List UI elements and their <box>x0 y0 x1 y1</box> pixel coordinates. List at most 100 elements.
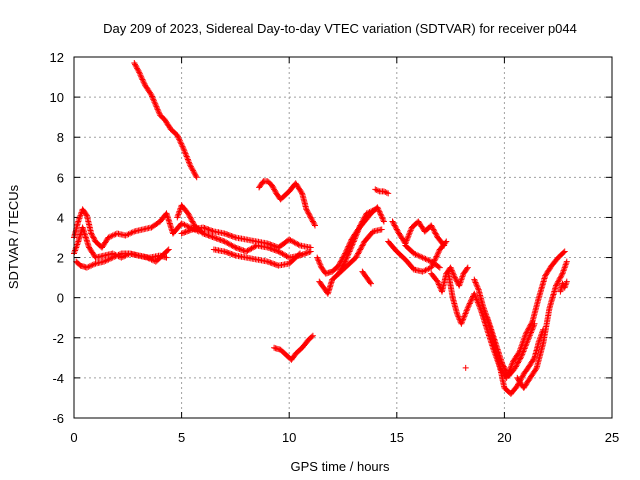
data-point <box>462 310 469 317</box>
data-point <box>185 210 192 217</box>
data-point <box>115 251 122 258</box>
data-point <box>111 253 118 260</box>
data-point <box>375 205 382 212</box>
data-point <box>153 103 160 110</box>
data-point <box>474 283 481 290</box>
data-point <box>140 79 147 86</box>
data-point <box>471 290 478 297</box>
data-point <box>317 263 324 270</box>
data-point <box>360 217 367 224</box>
data-point <box>448 266 455 272</box>
data-point <box>90 234 97 241</box>
data-point <box>518 352 525 359</box>
y-tick-label: 4 <box>57 210 64 225</box>
series-arc-19 <box>445 248 568 381</box>
data-point <box>359 242 366 249</box>
data-point <box>344 252 351 259</box>
data-point <box>435 249 442 256</box>
data-point <box>347 247 354 254</box>
data-point <box>524 338 531 345</box>
data-point <box>432 254 439 261</box>
data-point <box>530 356 537 363</box>
data-point <box>189 218 196 225</box>
series-arc-16 <box>385 238 450 275</box>
data-point <box>304 209 311 216</box>
series-arc-8 <box>256 178 318 229</box>
data-point <box>353 231 360 238</box>
data-point <box>462 364 469 371</box>
data-point <box>352 254 359 261</box>
data-point <box>376 208 383 215</box>
data-point <box>435 280 442 287</box>
data-point <box>372 186 379 193</box>
data-point <box>367 279 374 286</box>
data-point <box>190 167 197 174</box>
data-point <box>89 233 96 240</box>
data-point <box>155 107 162 114</box>
data-point <box>295 241 302 248</box>
data-point <box>431 227 438 234</box>
axis-ticks: 0 5 10 15 20 25 -6 -4 -2 0 2 4 6 8 10 12 <box>50 50 620 445</box>
data-point <box>191 170 198 177</box>
data-point <box>83 211 90 218</box>
data-point <box>152 100 159 107</box>
data-point <box>407 228 414 235</box>
data-point <box>177 139 184 146</box>
data-point <box>189 166 196 173</box>
data-point <box>442 239 449 246</box>
data-point <box>163 254 170 261</box>
data-point <box>382 189 389 195</box>
data-point <box>516 356 523 363</box>
data-point <box>295 251 302 258</box>
x-tick-label: 0 <box>70 430 77 445</box>
data-point <box>138 75 145 82</box>
data-point <box>297 250 303 257</box>
data-point <box>377 211 384 218</box>
data-point <box>149 95 156 101</box>
data-point <box>383 189 390 196</box>
y-tick-label: 6 <box>57 170 64 185</box>
series-arc-14 <box>372 186 392 197</box>
data-point <box>147 90 154 97</box>
data-point <box>393 225 400 232</box>
data-point <box>186 213 193 220</box>
data-point <box>428 264 435 271</box>
data-point <box>363 210 370 217</box>
data-point <box>512 364 519 371</box>
chart-title: Day 209 of 2023, Sidereal Day-to-day VTE… <box>103 21 577 36</box>
data-point <box>150 96 157 103</box>
data-point <box>412 251 419 258</box>
data-point <box>392 223 399 230</box>
data-point <box>557 274 564 281</box>
data-point <box>91 235 98 242</box>
data-point <box>345 251 352 258</box>
data-point <box>311 221 318 228</box>
data-point <box>140 77 147 84</box>
data-point <box>459 317 466 324</box>
series-arc-13 <box>359 268 374 287</box>
data-point <box>348 244 355 251</box>
data-point <box>316 260 323 267</box>
data-point <box>341 259 348 266</box>
data-point <box>433 231 440 238</box>
data-point <box>563 278 570 285</box>
data-point <box>306 211 313 218</box>
data-point <box>527 330 534 337</box>
data-point <box>314 256 321 262</box>
data-point <box>312 222 318 229</box>
data-point <box>343 255 350 262</box>
data-point <box>454 310 461 317</box>
series-arc-9 <box>271 332 316 363</box>
data-point <box>309 218 316 225</box>
data-point <box>83 264 90 271</box>
data-point <box>175 135 182 141</box>
data-point <box>558 273 565 280</box>
data-point <box>368 280 374 287</box>
series-arc-10 <box>314 204 387 277</box>
data-point <box>116 251 123 258</box>
data-point <box>360 215 367 222</box>
series-arc-3 <box>73 250 170 271</box>
x-tick-label: 20 <box>497 430 511 445</box>
data-point <box>554 280 561 286</box>
data-point <box>434 250 441 257</box>
